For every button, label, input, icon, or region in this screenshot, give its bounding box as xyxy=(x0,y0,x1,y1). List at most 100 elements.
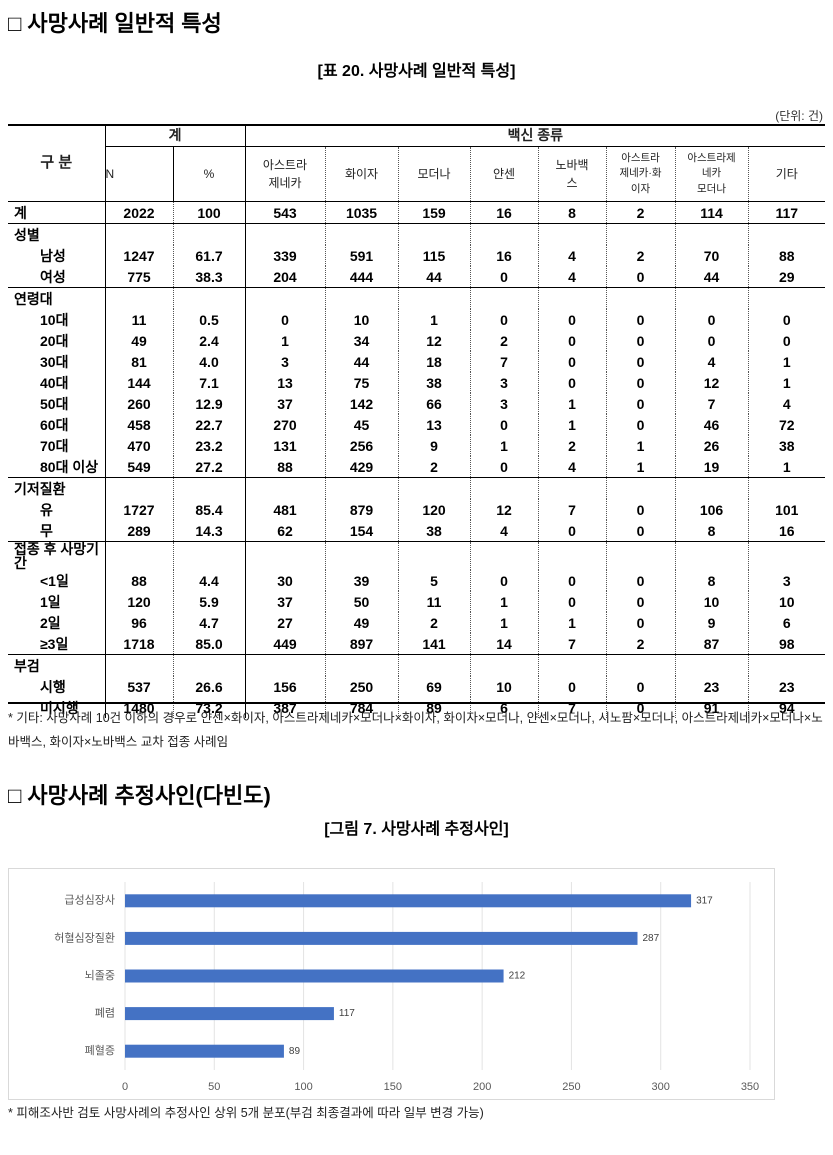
table-cell: 8 xyxy=(537,201,607,224)
table-cell xyxy=(244,223,326,245)
table-cell: 1 xyxy=(747,351,826,372)
table-cell: 88 xyxy=(747,245,826,266)
bar xyxy=(125,931,638,945)
table-cell: 1480 xyxy=(123,699,155,716)
row-label: 부검 xyxy=(8,654,106,676)
table-cell: 0 xyxy=(605,330,676,351)
table-cell xyxy=(244,287,326,309)
row-label: 60대 xyxy=(8,414,106,435)
table-cell: 96 xyxy=(131,614,147,631)
table-cell: 1 xyxy=(747,456,826,478)
table-cell: 18 xyxy=(397,351,471,372)
table-row: 부검 xyxy=(8,654,826,676)
header-cell: 계 xyxy=(104,125,246,147)
table-row: 시행 537 26.6 156 250 69 10 0 0 23 23 xyxy=(8,676,826,697)
table-caption: [표 20. 사망사례 일반적 특성] xyxy=(317,63,516,80)
table-cell: 2 xyxy=(605,201,676,224)
table-cell: 9 xyxy=(397,435,471,456)
column-header: 화이자 xyxy=(324,146,399,202)
column-header: 얀센 xyxy=(469,146,539,202)
table-row: 접종 후 사망기간 xyxy=(8,541,826,570)
table-cell xyxy=(105,654,173,676)
section-title: □ 사망사례 추정사인(다빈도) xyxy=(8,783,271,808)
x-tick-label: 0 xyxy=(122,1081,128,1093)
table-cell: 85.0 xyxy=(172,633,246,655)
table-cell: 0 xyxy=(605,351,676,372)
table-cell xyxy=(747,223,826,245)
row-label: 시행 xyxy=(8,676,106,697)
table-cell: 0 xyxy=(469,570,539,591)
table-row: 유 1727 85.4 481 879 120 12 7 0 106 101 xyxy=(8,499,826,520)
table-cell xyxy=(605,541,676,570)
table-cell: 114 xyxy=(674,201,749,224)
table-cell: 34 xyxy=(324,330,399,351)
table-cell: 62 xyxy=(244,520,326,542)
table-cell xyxy=(674,654,749,676)
table-cell xyxy=(397,654,471,676)
y-tick-label: 뇌졸중 xyxy=(85,969,115,982)
table-cell: 3 xyxy=(244,351,326,372)
table-cell: 0 xyxy=(747,309,826,330)
table-cell: 0 xyxy=(537,570,607,591)
table-row: 여성 775 38.3 204 444 44 0 4 0 44 29 xyxy=(8,266,826,288)
table-cell: 12 xyxy=(469,499,539,520)
table-cell: 537 xyxy=(127,678,151,695)
table-cell xyxy=(324,287,399,309)
row-label: 여성 xyxy=(8,266,106,288)
table-cell: 0 xyxy=(747,330,826,351)
table-cell: 81 xyxy=(131,353,147,370)
table-cell: 0 xyxy=(605,499,676,520)
table-bottom-rule xyxy=(8,702,825,704)
table-cell: 69 xyxy=(397,676,471,697)
table-cell: 11 xyxy=(397,591,471,612)
table-cell: 0 xyxy=(469,414,539,435)
table-cell: 37 xyxy=(244,591,326,612)
table-cell: 0 xyxy=(605,676,676,697)
y-tick-label: 폐혈증 xyxy=(85,1043,115,1057)
table-cell: 0 xyxy=(469,456,539,478)
table-cell: 38 xyxy=(747,435,826,456)
table-cell xyxy=(105,223,173,245)
table-row: 80대 이상 549 27.2 88 429 2 0 4 1 19 1 xyxy=(8,456,826,478)
table-cell: 0 xyxy=(605,393,676,414)
table-cell: 38 xyxy=(397,520,471,542)
table-cell: 12 xyxy=(674,372,749,393)
table-cell: 5.9 xyxy=(172,591,246,612)
table-cell: 270 xyxy=(244,414,326,435)
table-cell: 1 xyxy=(747,372,826,393)
table-cell: 4 xyxy=(469,520,539,542)
chart: 0 50 100 150 200 250 300 350 급성심장사 317 허혈심장질환 287 뇌졸… xyxy=(8,868,775,1100)
table-cell: 2 xyxy=(605,633,676,655)
table-cell: 339 xyxy=(244,245,326,266)
table-cell: 0 xyxy=(537,676,607,697)
column-header: 기타 xyxy=(747,146,826,202)
table-cell: 0 xyxy=(605,372,676,393)
table-cell: 10 xyxy=(674,591,749,612)
row-label: 성별 xyxy=(8,223,106,245)
table-cell: 481 xyxy=(244,499,326,520)
table-row: 계 2022 100 543 1035 159 16 8 2 114 117 xyxy=(8,201,826,224)
table-cell: 4 xyxy=(537,456,607,478)
table-cell: 260 xyxy=(127,395,151,412)
table-row: 기저질환 xyxy=(8,477,826,499)
table-cell xyxy=(469,541,539,570)
table-cell: 4 xyxy=(537,266,607,288)
table-cell: 120 xyxy=(397,499,471,520)
table-cell: 0 xyxy=(605,520,676,542)
y-tick-label: 급성심장사 xyxy=(64,894,115,907)
header-cell: 백신 종류 xyxy=(244,125,826,147)
row-label: 유 xyxy=(8,499,106,520)
table-cell: 23.2 xyxy=(172,435,246,456)
table-cell: 3 xyxy=(469,393,539,414)
table-cell xyxy=(674,223,749,245)
table-cell: 1 xyxy=(537,414,607,435)
table-cell xyxy=(537,541,607,570)
table-row: 10대 11 0.5 0 10 1 0 0 0 0 0 xyxy=(8,309,826,330)
table-row: 연령대 xyxy=(8,287,826,309)
column-header: 아스트라 제네카 xyxy=(244,146,326,202)
table-cell: 6 xyxy=(747,612,826,633)
column-header: N xyxy=(105,146,174,202)
table-cell xyxy=(172,287,246,309)
column-header: 아스트라제 네카 모더나 xyxy=(674,146,749,202)
table-row: 70대 470 23.2 131 256 9 1 2 1 26 38 xyxy=(8,435,826,456)
